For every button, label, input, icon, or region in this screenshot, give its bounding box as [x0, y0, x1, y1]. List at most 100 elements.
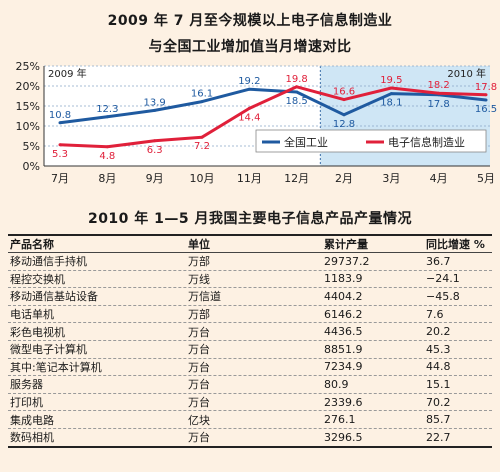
data-label: 13.9 — [144, 97, 166, 108]
x-tick-label: 8月 — [98, 172, 116, 185]
production-table: 产品名称 单位 累计产量 同比增速 % 移动通信手持机 万部 29737.2 36.7… — [8, 234, 492, 448]
legend-label-1: 电子信息制造业 — [388, 135, 465, 149]
data-point — [342, 113, 346, 117]
table-header-row: 产品名称 单位 累计产量 同比增速 % — [8, 234, 492, 253]
data-point — [295, 85, 299, 89]
data-point — [200, 135, 204, 139]
x-tick-label: 11月 — [237, 172, 262, 185]
chart-title-line2: 与全国工业增加值当月增速对比 — [148, 39, 352, 55]
cell-unit: 万信道 — [188, 290, 221, 304]
cell-unit: 万台 — [188, 431, 210, 445]
cell-output: 4404.2 — [324, 289, 363, 303]
header-output: 累计产量 — [324, 238, 368, 251]
data-label: 14.4 — [238, 112, 260, 123]
data-point — [389, 92, 393, 96]
data-label: 18.5 — [286, 96, 308, 107]
cell-product: 集成电路 — [10, 413, 54, 427]
cell-product: 打印机 — [10, 396, 43, 410]
cell-output: 3296.5 — [324, 430, 363, 444]
table-row: 移动通信基站设备 万信道 4404.2 −45.8 — [8, 288, 492, 306]
cell-growth: 70.2 — [426, 395, 451, 409]
y-tick-label: 25% — [16, 60, 40, 73]
series-line-1 — [59, 85, 487, 149]
cell-product: 服务器 — [10, 378, 43, 392]
y-tick-label: 0% — [23, 160, 40, 173]
cell-unit: 万台 — [188, 396, 210, 410]
cell-product: 电话单机 — [10, 308, 54, 322]
data-label: 17.8 — [428, 99, 450, 110]
header-unit: 单位 — [188, 238, 210, 251]
cell-output: 80.9 — [324, 377, 349, 391]
cell-growth: −24.1 — [426, 272, 460, 286]
table-row: 电话单机 万部 6146.2 7.6 — [8, 306, 492, 324]
table-row: 程控交换机 万线 1183.9 −24.1 — [8, 271, 492, 289]
x-tick-label: 2月 — [335, 172, 353, 185]
data-label: 16.5 — [475, 104, 497, 115]
data-point — [437, 91, 441, 95]
data-label: 19.8 — [286, 74, 308, 85]
table-row: 集成电路 亿块 276.1 85.7 — [8, 411, 492, 429]
data-point — [484, 93, 488, 97]
table-row: 服务器 万台 80.9 15.1 — [8, 376, 492, 394]
data-label: 12.3 — [96, 104, 118, 115]
cell-output: 6146.2 — [324, 307, 363, 321]
data-label: 18.2 — [428, 80, 450, 91]
cell-output: 8851.9 — [324, 342, 363, 356]
cell-unit: 万台 — [188, 378, 210, 392]
cell-unit: 万台 — [188, 325, 210, 339]
cell-product: 移动通信基站设备 — [10, 290, 98, 304]
cell-growth: 85.7 — [426, 413, 451, 427]
data-point — [105, 115, 109, 119]
y-tick-label: 5% — [23, 140, 40, 153]
cell-unit: 万部 — [188, 308, 210, 322]
data-label: 19.5 — [380, 75, 402, 86]
cell-product: 微型电子计算机 — [10, 343, 87, 357]
cell-unit: 万台 — [188, 360, 210, 374]
data-point — [247, 106, 251, 110]
data-point — [389, 86, 393, 90]
cell-output: 7234.9 — [324, 360, 363, 374]
cell-growth: −45.8 — [426, 289, 460, 303]
header-product: 产品名称 — [10, 238, 54, 251]
x-tick-label: 9月 — [146, 172, 164, 185]
table-title: 2010 年 1—5 月我国主要电子信息产品产量情况 — [87, 211, 413, 227]
x-tick-label: 12月 — [284, 172, 309, 185]
legend-label-0: 全国工业 — [284, 135, 328, 149]
data-label: 12.8 — [333, 119, 355, 130]
data-label: 6.3 — [147, 145, 163, 156]
x-tick-label: 4月 — [430, 172, 448, 185]
series-line-0 — [59, 87, 487, 125]
table-row: 移动通信手持机 万部 29737.2 36.7 — [8, 253, 492, 271]
cell-product: 其中:笔记本计算机 — [10, 360, 102, 374]
x-tick-label: 3月 — [382, 172, 400, 185]
cell-product: 彩色电视机 — [10, 325, 65, 339]
cell-product: 程控交换机 — [10, 272, 65, 286]
line-chart: 0% 5% 10% 15% 20% 25% 7月 8月 9月 10月 11月 12月 2月 3月 4月 5月 2… — [16, 60, 498, 185]
data-point — [342, 98, 346, 102]
data-point — [153, 139, 157, 143]
cell-unit: 亿块 — [188, 413, 210, 427]
cell-output: 1183.9 — [324, 272, 363, 286]
table-row: 彩色电视机 万台 4436.5 20.2 — [8, 323, 492, 341]
data-label: 19.2 — [238, 76, 260, 87]
data-label: 17.8 — [475, 82, 497, 93]
cell-output: 29737.2 — [324, 254, 370, 268]
y-tick-label: 10% — [16, 120, 40, 133]
data-point — [295, 90, 299, 94]
table-row: 其中:笔记本计算机 万台 7234.9 44.8 — [8, 359, 492, 377]
cell-growth: 20.2 — [426, 325, 451, 339]
chart-title-line1: 2009 年 7 月至今规模以上电子信息制造业 — [107, 13, 393, 29]
cell-growth: 44.8 — [426, 360, 451, 374]
cell-product: 移动通信手持机 — [10, 255, 87, 269]
cell-growth: 22.7 — [426, 430, 451, 444]
data-label: 4.8 — [99, 151, 115, 162]
x-tick-label: 5月 — [477, 172, 495, 185]
cell-output: 2339.6 — [324, 395, 363, 409]
data-point — [200, 100, 204, 104]
data-point — [58, 143, 62, 147]
data-point — [105, 145, 109, 149]
x-tick-label: 7月 — [51, 172, 69, 185]
cell-output: 276.1 — [324, 413, 356, 427]
cell-growth: 7.6 — [426, 307, 444, 321]
cell-growth: 45.3 — [426, 342, 451, 356]
